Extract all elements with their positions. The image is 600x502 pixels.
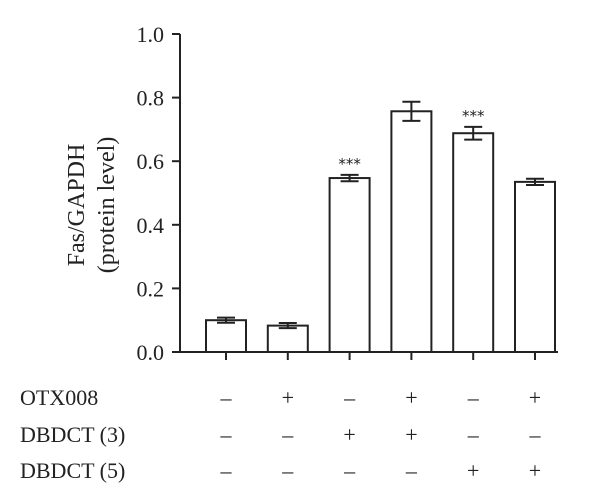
condition-plus-mark: +	[343, 422, 355, 447]
y-axis-subtitle: (protein level)	[94, 137, 120, 274]
bar	[266, 324, 309, 353]
error-bar	[526, 177, 544, 187]
condition-minus-mark: –	[220, 385, 233, 410]
x-axis	[180, 351, 558, 360]
bar	[205, 319, 247, 354]
condition-label: DBDCT (3)	[20, 422, 125, 447]
y-axis-label: Fas/GAPDH (protein level)	[64, 137, 120, 274]
bars: *** ***	[205, 100, 556, 354]
condition-plus-mark: +	[529, 458, 541, 483]
condition-label: DBDCT (5)	[20, 458, 125, 483]
condition-label: OTX008	[20, 385, 98, 410]
y-axis: 0.0 0.2 0.4 0.6 0.8 1.0	[137, 22, 181, 365]
condition-plus-mark: +	[467, 458, 479, 483]
condition-plus-mark: +	[529, 385, 541, 410]
y-tick-label: 0.8	[137, 86, 165, 111]
condition-minus-mark: –	[343, 385, 356, 410]
condition-minus-mark: –	[281, 458, 294, 483]
y-tick-label: 0.4	[137, 213, 165, 238]
error-bar	[217, 316, 235, 324]
bar	[514, 180, 556, 353]
condition-minus-mark: –	[467, 422, 480, 447]
condition-plus-mark: +	[405, 422, 417, 447]
y-tick-label: 0.2	[137, 276, 165, 301]
bar	[390, 110, 433, 353]
condition-plus-mark: +	[405, 385, 417, 410]
error-bar	[464, 125, 483, 141]
error-bar	[402, 100, 421, 122]
condition-minus-mark: –	[343, 458, 356, 483]
y-axis-title: Fas/GAPDH	[64, 144, 90, 267]
significance-label: ***	[338, 155, 361, 173]
y-tick-label: 1.0	[137, 22, 165, 47]
error-bar	[278, 322, 297, 330]
significance-label: ***	[462, 107, 485, 125]
bar	[452, 132, 495, 353]
condition-minus-mark: –	[220, 422, 233, 447]
bar	[328, 177, 371, 353]
y-tick-label: 0.6	[137, 149, 165, 174]
condition-table: OTX008 – + – + – + DBDCT (3) – – + + – – DBDCT (5) – – – –…	[20, 385, 542, 483]
condition-plus-mark: +	[282, 385, 294, 410]
condition-minus-mark: –	[467, 385, 480, 410]
y-tick-label: 0.0	[137, 340, 165, 365]
condition-minus-mark: –	[220, 458, 233, 483]
condition-minus-mark: –	[529, 422, 542, 447]
error-bar	[340, 173, 359, 183]
condition-minus-mark: –	[405, 458, 418, 483]
condition-minus-mark: –	[281, 422, 294, 447]
